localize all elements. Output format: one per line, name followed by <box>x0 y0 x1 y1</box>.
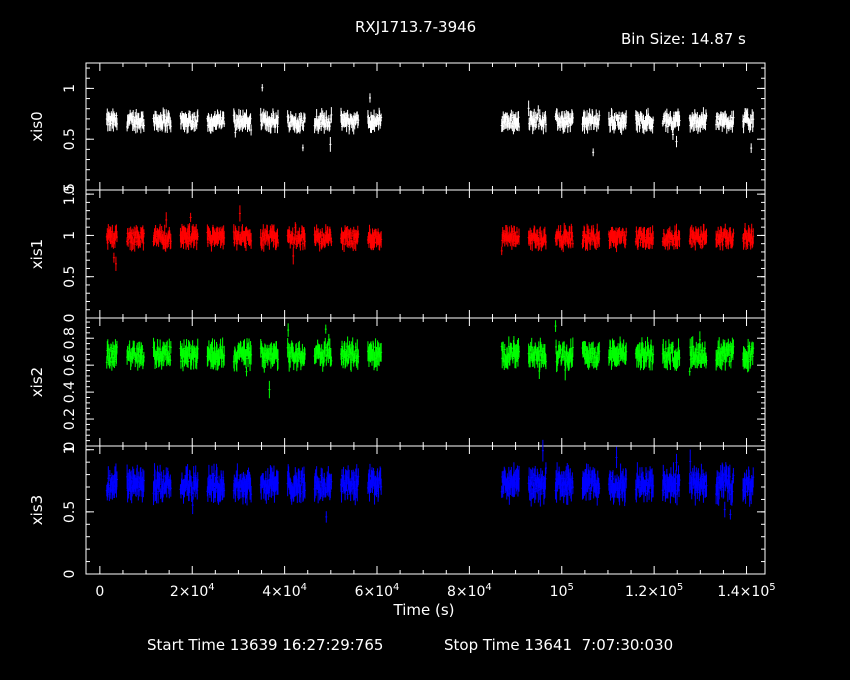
y-tick-label: 0 <box>62 442 78 451</box>
panel-xis2: 0 0.2 0.4 0.6 0.8 xis2 <box>28 317 766 451</box>
y-tick-label: 0.8 <box>62 327 78 349</box>
panel-frame-xis1 <box>85 189 766 319</box>
y-tick-label: 1.5 <box>62 183 78 205</box>
series-xis0 <box>105 84 755 157</box>
y-tick-label: 0.5 <box>62 266 78 288</box>
panel-xis3: 0 0.5 1 xis3 <box>28 439 766 579</box>
y-tick-label: 0 <box>62 570 78 579</box>
panel-frame-xis2 <box>85 317 766 447</box>
y-tick-label: 1 <box>62 445 78 454</box>
panel-frame-xis3 <box>85 445 766 575</box>
y-tick-label: 1 <box>62 84 78 93</box>
y-axis-label-xis2: xis2 <box>28 367 46 397</box>
y-tick-label: 0.5 <box>62 501 78 523</box>
y-tick-label: 0 <box>62 186 78 195</box>
series-xis2 <box>105 320 755 399</box>
y-tick-label: 1 <box>62 231 78 240</box>
y-axis-label-xis0: xis0 <box>28 111 46 141</box>
y-tick-label: 0.5 <box>62 128 78 150</box>
y-axis-label-xis3: xis3 <box>28 495 46 525</box>
panel-xis1: 0 0.5 1 1.5 xis1 <box>28 183 766 323</box>
y-axis-label-xis1: xis1 <box>28 239 46 269</box>
y-tick-label: 0.6 <box>62 354 78 376</box>
y-tick-label: 0.2 <box>62 408 78 430</box>
y-tick-label: 0 <box>62 314 78 323</box>
series-xis3 <box>105 439 755 523</box>
y-tick-label: 0.4 <box>62 381 78 403</box>
panel-xis0: 0 0.5 1 xis0 <box>28 62 766 195</box>
series-xis1 <box>105 205 755 271</box>
